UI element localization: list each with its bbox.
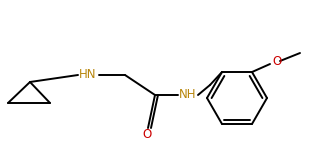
Text: O: O bbox=[272, 54, 281, 68]
Text: NH: NH bbox=[179, 88, 196, 102]
Text: HN: HN bbox=[79, 69, 97, 81]
Text: O: O bbox=[143, 129, 152, 141]
